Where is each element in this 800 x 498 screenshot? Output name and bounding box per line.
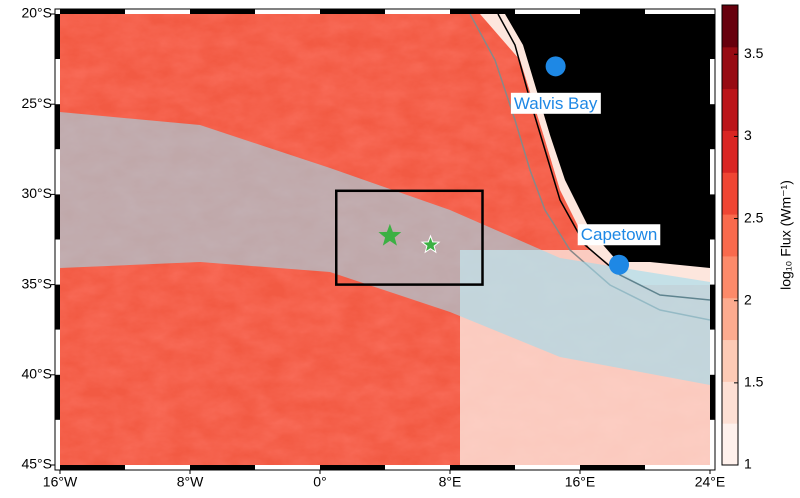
- frame-segment: [515, 465, 580, 470]
- frame-segment: [645, 9, 710, 14]
- colorbar-level: [722, 423, 738, 466]
- colorbar-tick-label: 3: [744, 127, 752, 143]
- frame-segment: [710, 14, 715, 60]
- frame-segment: [710, 59, 715, 105]
- land: [505, 14, 710, 268]
- frame-segment: [450, 465, 515, 470]
- frame-segment: [710, 284, 715, 330]
- city-marker: [609, 254, 629, 275]
- y-tick-label: 20°S: [21, 5, 52, 21]
- city-marker: [545, 56, 566, 77]
- frame-segment: [320, 9, 385, 14]
- frame-segment: [710, 149, 715, 195]
- colorbar-tick-label: 1.5: [744, 374, 764, 390]
- frame-segment: [55, 239, 60, 285]
- y-tick-label: 45°S: [21, 456, 52, 472]
- frame-segment: [320, 465, 385, 470]
- frame-segment: [125, 465, 190, 470]
- site-star: [420, 234, 441, 254]
- frame-segment: [450, 9, 515, 14]
- frame: [54, 8, 716, 471]
- frame-segment: [55, 194, 60, 240]
- region-box: [335, 189, 484, 286]
- y-tick-label: 40°S: [21, 366, 52, 382]
- x-tick-label: 0°: [313, 474, 326, 490]
- colorbar-label: log₁₀ Flux (Wm⁻¹): [778, 180, 794, 290]
- colorbar-level: [722, 88, 738, 131]
- x-tick-label: 8°E: [439, 474, 462, 490]
- colorbar-level: [722, 339, 738, 382]
- frame-segment: [580, 465, 645, 470]
- frame-segment: [710, 104, 715, 150]
- frame-segment: [190, 9, 255, 14]
- colorbar-level: [722, 255, 738, 299]
- frame-segment: [60, 9, 125, 14]
- frame-segment: [55, 284, 60, 330]
- frame-segment: [255, 9, 320, 14]
- x-tick-label: 8°W: [177, 474, 204, 490]
- colorbar-level: [722, 172, 738, 215]
- frame-segment: [55, 149, 60, 195]
- frame-segment: [55, 329, 60, 375]
- frame-segment: [710, 239, 715, 285]
- colorbar-tick-label: 2: [744, 291, 752, 307]
- frame-segment: [385, 465, 450, 470]
- colorbar-border: [721, 4, 739, 466]
- x-tick-label: 24°E: [695, 474, 726, 490]
- frame-segment: [710, 374, 715, 420]
- city-label: Walvis Bay: [514, 94, 598, 113]
- x-tick-label: 16°E: [565, 474, 596, 490]
- colorbar-level: [722, 381, 738, 424]
- frame-segment: [255, 465, 320, 470]
- frame-segment: [55, 419, 60, 465]
- frame-segment: [55, 104, 60, 150]
- frame-segment: [385, 9, 450, 14]
- frame-segment: [710, 419, 715, 465]
- city-label-bg: [577, 224, 661, 246]
- frame-segment: [55, 14, 60, 60]
- y-tick-label: 30°S: [21, 185, 52, 201]
- frame-segment: [125, 9, 190, 14]
- colorbar-level: [722, 46, 738, 90]
- y-tick-label: 25°S: [21, 95, 52, 111]
- city-label-bg: [510, 92, 601, 114]
- colorbar-tick-label: 3.5: [744, 45, 764, 61]
- frame-segment: [645, 465, 710, 470]
- shaded-band: [60, 112, 710, 385]
- colorbar-level: [722, 214, 738, 257]
- frame-segment: [710, 329, 715, 375]
- colorbar-tick-label: 1: [744, 456, 752, 472]
- frame-segment: [55, 374, 60, 420]
- frame-segment: [515, 9, 580, 14]
- colorbar-level: [722, 297, 738, 341]
- colorbar-level: [722, 130, 738, 173]
- colorbar-level: [722, 5, 738, 48]
- frame-segment: [55, 59, 60, 105]
- frame-segment: [60, 465, 125, 470]
- frame-segment: [710, 194, 715, 240]
- frame-segment: [190, 465, 255, 470]
- frame-border: [54, 8, 716, 471]
- frame-segment: [580, 9, 645, 14]
- colorbar-tick-label: 2.5: [744, 209, 764, 225]
- city-label: Capetown: [581, 225, 658, 244]
- y-tick-label: 35°S: [21, 275, 52, 291]
- site-star: [378, 223, 402, 246]
- x-tick-label: 16°W: [43, 474, 78, 490]
